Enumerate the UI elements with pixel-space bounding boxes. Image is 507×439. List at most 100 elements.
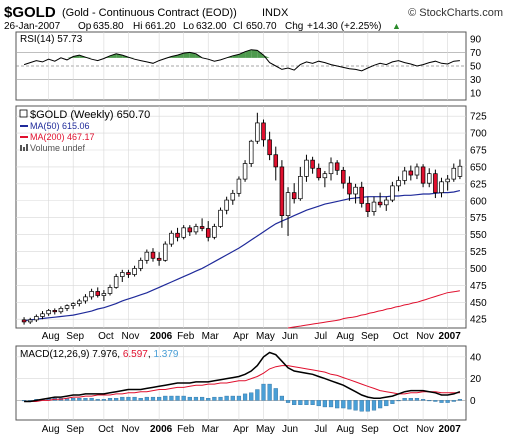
price-x-tick-label: Aug xyxy=(336,331,354,342)
candle-body xyxy=(230,192,236,201)
macd-x-tick-label: 2007 xyxy=(439,424,462,435)
macd-x-tick-label: Jul xyxy=(314,424,327,435)
candle-body xyxy=(120,272,125,277)
macd-histogram-bar xyxy=(408,398,413,401)
candle-body xyxy=(175,232,180,238)
macd-histogram-bar xyxy=(107,398,113,401)
price-x-tick-label: 2006 xyxy=(150,331,173,342)
candle-body xyxy=(83,296,88,302)
macd-line xyxy=(24,351,461,403)
macd-histogram-bar xyxy=(439,400,444,403)
candle-body xyxy=(193,226,199,233)
price-x-tick-label: Sep xyxy=(361,331,379,342)
candle-body xyxy=(101,293,107,296)
candle-body xyxy=(46,310,51,315)
open-value: 635.80 xyxy=(93,21,124,32)
price-x-tick-label: Nov xyxy=(416,331,434,342)
macd-histogram-bar xyxy=(206,398,211,401)
instrument-name: (Gold - Continuous Contract (EOD)) xyxy=(62,7,237,19)
macd-histogram-bar xyxy=(89,398,94,401)
ma50-line xyxy=(24,190,461,322)
candle-body xyxy=(107,287,113,294)
macd-histogram-bar xyxy=(353,400,358,411)
candle-body xyxy=(236,178,242,194)
price-panel-frame xyxy=(15,105,467,329)
macd-histogram-bar xyxy=(224,395,229,401)
signal-value: 6.597 xyxy=(123,349,148,360)
rsi-grid xyxy=(16,32,466,100)
macd-histogram-bar xyxy=(255,389,260,401)
macd-x-tick-label: Feb xyxy=(177,424,195,435)
candle-body xyxy=(70,303,76,307)
macd-histogram-bar xyxy=(21,400,27,402)
macd-separator-2: , xyxy=(148,349,154,360)
price-x-tick-label: Mar xyxy=(202,331,220,342)
candle-body xyxy=(304,159,309,177)
rsi-y-tick-label: 70 xyxy=(470,48,482,59)
macd-histogram-bar xyxy=(445,400,450,403)
macd-histogram-bar xyxy=(261,383,266,401)
candle-body xyxy=(34,316,39,321)
candle-body xyxy=(95,291,100,296)
candle-body xyxy=(291,192,297,200)
price-x-tick-label: Oct xyxy=(393,331,409,342)
macd-x-tick-label: Nov xyxy=(416,424,434,435)
candle-body xyxy=(347,182,352,195)
macd-histogram-bar xyxy=(433,400,438,402)
copyright-watermark: © StockCharts.com xyxy=(408,7,503,19)
candle-body xyxy=(163,243,168,261)
price-y-tick-label: 550 xyxy=(470,230,487,241)
macd-histogram xyxy=(21,383,463,412)
macd-histogram-bar xyxy=(402,398,407,401)
macd-x-tick-label: Mar xyxy=(202,424,220,435)
rsi-y-tick-label: 90 xyxy=(470,34,482,45)
candle-body xyxy=(255,122,260,142)
rsi-panel: RSI(14) 57.73 90 70 50 30 10 xyxy=(15,31,482,101)
macd-histogram-bar xyxy=(328,400,334,408)
macd-x-tick-label: Aug xyxy=(42,424,60,435)
rsi-fill-segment xyxy=(177,53,184,58)
candle-body xyxy=(89,291,94,298)
macd-histogram-bar xyxy=(163,395,168,401)
volume-legend: Volume undef xyxy=(30,143,86,153)
macd-histogram-bar xyxy=(193,396,199,401)
candle-body xyxy=(396,180,401,187)
macd-histogram-bar xyxy=(427,400,432,402)
price-y-tick-label: 725 xyxy=(470,112,487,123)
macd-histogram-bar xyxy=(230,395,235,401)
macd-histogram-bar xyxy=(279,395,285,401)
macd-y-axis: 40 20 0 xyxy=(470,352,482,407)
candle-body xyxy=(328,162,334,175)
rsi-fill-segment xyxy=(232,54,239,58)
macd-histogram-bar xyxy=(187,396,192,401)
candle-body xyxy=(273,154,279,168)
macd-histogram-bar xyxy=(359,400,364,412)
macd-histogram-bar xyxy=(101,399,106,401)
candle-body xyxy=(414,166,420,176)
high-value: 661.20 xyxy=(145,21,176,32)
macd-x-tick-label: Oct xyxy=(393,424,409,435)
ma50-legend: MA(50) 615.06 xyxy=(30,121,90,131)
candle-body xyxy=(64,305,70,309)
candle-body xyxy=(224,199,229,211)
macd-histogram-bar xyxy=(218,396,223,401)
macd-panel-frame xyxy=(15,345,467,421)
candle-body xyxy=(205,228,211,238)
price-x-tick-label: Aug xyxy=(42,331,60,342)
price-grid xyxy=(16,106,466,328)
candle-body xyxy=(451,167,457,180)
macd-x-tick-label: Jun xyxy=(282,424,298,435)
price-x-tick-label: Feb xyxy=(177,331,195,342)
macd-x-axis: Aug Sep Oct Nov 2006 Feb Mar Apr May Jun Jul Aug Sep… xyxy=(42,424,461,435)
macd-x-tick-label: Sep xyxy=(361,424,379,435)
open-label: Op xyxy=(78,21,92,32)
price-y-tick-label: 625 xyxy=(470,179,487,190)
close-value: 650.70 xyxy=(246,21,277,32)
candle-body xyxy=(187,227,193,233)
price-x-tick-label: Jun xyxy=(282,331,298,342)
price-x-tick-label: May xyxy=(256,331,275,342)
macd-label: MACD(12,26,9) 7.976, 6.597, 1.379 xyxy=(20,349,179,360)
macd-histogram-bar xyxy=(157,396,162,401)
rsi-fill-segment xyxy=(183,52,190,58)
